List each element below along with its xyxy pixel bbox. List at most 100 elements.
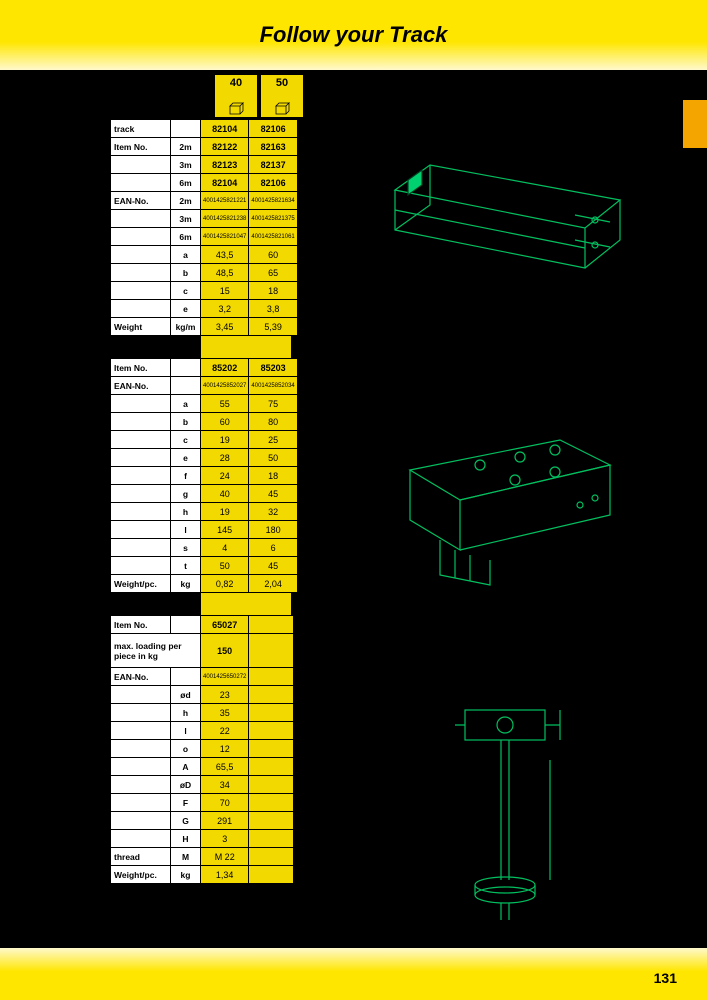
cell: 28 bbox=[201, 449, 249, 467]
row-label bbox=[111, 722, 171, 740]
cell bbox=[249, 668, 294, 686]
row-sublabel: øD bbox=[171, 776, 201, 794]
cell: 23 bbox=[201, 686, 249, 704]
cell: 150 bbox=[201, 634, 249, 668]
table-row: Item No.2m8212282163 bbox=[111, 138, 298, 156]
row-sublabel: a bbox=[171, 246, 201, 264]
row-sublabel: e bbox=[171, 300, 201, 318]
row-label bbox=[111, 686, 171, 704]
row-sublabel: 2m bbox=[171, 138, 201, 156]
cell: 82106 bbox=[249, 120, 297, 138]
cell: 5,39 bbox=[249, 318, 297, 336]
hanger-diagram bbox=[405, 700, 605, 930]
row-sublabel: 3m bbox=[171, 156, 201, 174]
row-sublabel: h bbox=[171, 704, 201, 722]
table-row: o12 bbox=[111, 740, 294, 758]
row-label bbox=[111, 794, 171, 812]
row-sublabel: b bbox=[171, 264, 201, 282]
row-label bbox=[111, 557, 171, 575]
row-label bbox=[111, 174, 171, 192]
cell: 19 bbox=[201, 503, 249, 521]
row-label: EAN-No. bbox=[111, 192, 171, 210]
row-sublabel: M bbox=[171, 848, 201, 866]
row-sublabel bbox=[171, 120, 201, 138]
table-row: 6m8210482106 bbox=[111, 174, 298, 192]
main-content: 40 50 track8210482106Item No.2m821228216… bbox=[110, 75, 305, 884]
table-row: a5575 bbox=[111, 395, 298, 413]
row-label bbox=[111, 264, 171, 282]
table-row: H3 bbox=[111, 830, 294, 848]
size-arrow-40: 40 bbox=[215, 75, 257, 117]
cell: 65,5 bbox=[201, 758, 249, 776]
row-label bbox=[111, 300, 171, 318]
row-sublabel: 6m bbox=[171, 174, 201, 192]
cell: 60 bbox=[201, 413, 249, 431]
table-row: A65,5 bbox=[111, 758, 294, 776]
cell: 32 bbox=[249, 503, 297, 521]
cell: 4001425821634 bbox=[249, 192, 297, 210]
row-sublabel: A bbox=[171, 758, 201, 776]
cell bbox=[249, 634, 294, 668]
cell: 45 bbox=[249, 557, 297, 575]
cell bbox=[249, 686, 294, 704]
gap bbox=[200, 336, 292, 358]
cell: 60 bbox=[249, 246, 297, 264]
row-label: Item No. bbox=[111, 359, 171, 377]
row-sublabel: c bbox=[171, 282, 201, 300]
track-table: track8210482106Item No.2m82122821633m821… bbox=[110, 119, 298, 336]
table-row: track8210482106 bbox=[111, 120, 298, 138]
row-sublabel: 2m bbox=[171, 192, 201, 210]
row-sublabel: b bbox=[171, 413, 201, 431]
row-sublabel: c bbox=[171, 431, 201, 449]
header-banner: Follow your Track bbox=[0, 0, 707, 70]
table-row: EAN-No.4001425650272 bbox=[111, 668, 294, 686]
row-label bbox=[111, 210, 171, 228]
table-row: g4045 bbox=[111, 485, 298, 503]
cell: 3,45 bbox=[201, 318, 249, 336]
cell: 82106 bbox=[249, 174, 297, 192]
cell: 180 bbox=[249, 521, 297, 539]
cell: 15 bbox=[201, 282, 249, 300]
cell: 4001425821221 bbox=[201, 192, 249, 210]
row-sublabel: kg bbox=[171, 866, 201, 884]
table-row: F70 bbox=[111, 794, 294, 812]
table-row: e3,23,8 bbox=[111, 300, 298, 318]
cell: 70 bbox=[201, 794, 249, 812]
side-tab bbox=[683, 100, 707, 148]
cell: 19 bbox=[201, 431, 249, 449]
row-label: track bbox=[111, 120, 171, 138]
size-headers: 40 50 bbox=[215, 75, 305, 117]
cell: 6 bbox=[249, 539, 297, 557]
table-row: 6m40014258210474001425821061 bbox=[111, 228, 298, 246]
row-label bbox=[111, 812, 171, 830]
row-sublabel bbox=[171, 616, 201, 634]
row-sublabel: l bbox=[171, 521, 201, 539]
table-row: h1932 bbox=[111, 503, 298, 521]
row-sublabel: h bbox=[171, 503, 201, 521]
cell: 82137 bbox=[249, 156, 297, 174]
cell bbox=[249, 812, 294, 830]
row-label bbox=[111, 282, 171, 300]
table-row: Item No.8520285203 bbox=[111, 359, 298, 377]
table-row: threadMM 22 bbox=[111, 848, 294, 866]
row-sublabel: G bbox=[171, 812, 201, 830]
cell: 1,34 bbox=[201, 866, 249, 884]
cell bbox=[249, 776, 294, 794]
table-row: e2850 bbox=[111, 449, 298, 467]
cell: 18 bbox=[249, 467, 297, 485]
table-row: l145180 bbox=[111, 521, 298, 539]
cell: 18 bbox=[249, 282, 297, 300]
row-sublabel: a bbox=[171, 395, 201, 413]
table-row: 3m40014258212384001425821375 bbox=[111, 210, 298, 228]
table-row: 3m8212382137 bbox=[111, 156, 298, 174]
cube-icon bbox=[272, 100, 292, 118]
row-label bbox=[111, 431, 171, 449]
table-row: Weight/pc.kg0,822,04 bbox=[111, 575, 298, 593]
row-label: thread bbox=[111, 848, 171, 866]
cell: 80 bbox=[249, 413, 297, 431]
table-row: f2418 bbox=[111, 467, 298, 485]
row-sublabel: kg/m bbox=[171, 318, 201, 336]
cell: 3 bbox=[201, 830, 249, 848]
row-label: max. loading per piece in kg bbox=[111, 634, 201, 668]
table-row: max. loading per piece in kg150 bbox=[111, 634, 294, 668]
